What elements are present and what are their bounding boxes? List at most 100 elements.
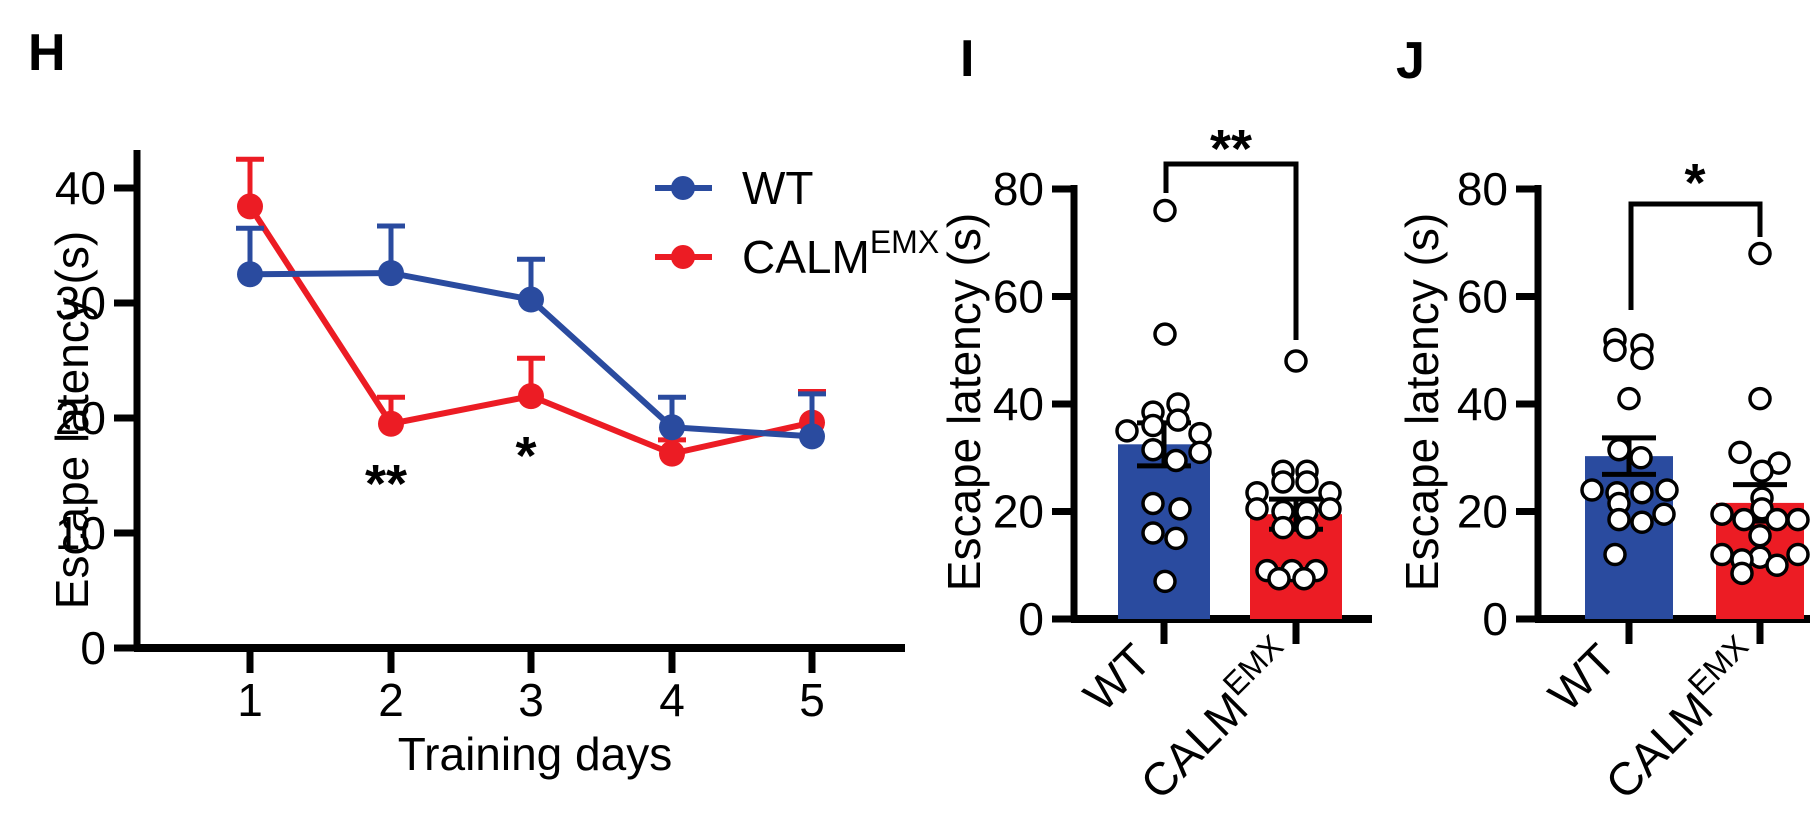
scatter-point <box>1141 413 1165 438</box>
scatter-point <box>1607 437 1631 462</box>
bar-y-tick-label: 60 <box>993 271 1044 323</box>
h-y-tick-label: 30 <box>55 277 106 329</box>
data-point-marker <box>378 410 404 437</box>
bar-x-tick-label: WT <box>1538 634 1625 721</box>
scatter-point <box>1188 440 1212 465</box>
data-point-marker <box>518 383 544 410</box>
scatter-point <box>1115 419 1139 443</box>
scatter-point <box>1617 386 1641 411</box>
bar-x-tick-label: CALMEMX <box>1590 628 1771 809</box>
data-point-marker <box>659 440 685 467</box>
legend-label: WT <box>742 162 814 214</box>
h-x-tick-label: 1 <box>237 674 263 726</box>
h-y-tick-label: 40 <box>55 162 106 214</box>
scatter-point <box>1630 346 1654 371</box>
data-point-marker <box>237 261 263 288</box>
wt-series <box>236 223 826 450</box>
bar-y-tick-label: 20 <box>993 486 1044 538</box>
panel-letter-j: J <box>1396 32 1425 90</box>
scatter-point <box>1630 510 1654 534</box>
scatter-point <box>1786 507 1810 532</box>
bar-y-tick-label: 0 <box>1482 593 1508 645</box>
bar-y-axis-label: Escape latency (s) <box>938 213 990 591</box>
bar-y-tick-label: 60 <box>1457 271 1508 323</box>
scatter-point <box>1153 322 1177 346</box>
bar-y-tick-label: 0 <box>1018 593 1044 645</box>
scatter-point <box>1652 502 1676 526</box>
scatter-point <box>1153 198 1177 223</box>
scatter-point <box>1629 446 1653 470</box>
bar-x-tick-label: CALMEMX <box>1125 628 1306 809</box>
scatter-point <box>1318 497 1342 521</box>
significance-asterisk: * <box>1684 153 1705 213</box>
scatter-point <box>1710 502 1734 526</box>
significance-asterisk: ** <box>365 454 407 514</box>
scatter-point <box>1284 349 1308 373</box>
scatter-point <box>1166 408 1190 432</box>
scatter-point <box>1168 497 1192 521</box>
scatter-point <box>1730 561 1754 586</box>
scatter-point <box>1141 491 1165 516</box>
bar-y-tick-label: 80 <box>1457 163 1508 215</box>
legend-label: CALMEMX <box>742 224 939 283</box>
scatter-point <box>1271 470 1295 494</box>
panel-letter-i: I <box>960 30 974 88</box>
scatter-point <box>1630 480 1654 505</box>
scatter-point <box>1188 421 1212 446</box>
significance-bracket <box>1628 201 1763 310</box>
data-point-marker <box>378 260 404 287</box>
bar-y-tick-label: 80 <box>993 163 1044 215</box>
scatter-point <box>1732 507 1756 532</box>
bar-y-tick-label: 40 <box>993 378 1044 430</box>
scatter-point <box>1245 497 1269 521</box>
scatter-point <box>1271 515 1295 540</box>
calm-series <box>236 156 826 467</box>
scatter-point <box>1292 566 1316 591</box>
legend-marker-dot <box>671 176 695 200</box>
panel-letter-h: H <box>28 24 66 82</box>
h-y-tick-label: 20 <box>55 392 106 444</box>
scatter-point <box>1267 566 1291 591</box>
scatter-point <box>1164 448 1188 473</box>
scatter-point <box>1295 470 1319 494</box>
bar-y-tick-label: 40 <box>1457 378 1508 430</box>
scatter-point <box>1607 507 1631 532</box>
data-point-marker <box>659 414 685 441</box>
series-line <box>247 204 813 457</box>
scatter-point <box>1786 542 1810 567</box>
scatter-point <box>1750 459 1774 483</box>
scatter-point <box>1603 542 1627 567</box>
scatter-point <box>1728 440 1752 465</box>
data-point-marker <box>518 286 544 313</box>
scatter-point <box>1295 515 1319 540</box>
scatter-point <box>1655 478 1679 502</box>
bar-x-tick-label: WT <box>1073 634 1160 721</box>
data-point-marker <box>237 193 263 220</box>
bar-y-tick-label: 20 <box>1457 486 1508 538</box>
h-y-tick-label: 0 <box>80 622 106 674</box>
scatter-point <box>1765 553 1789 577</box>
h-x-tick-label: 5 <box>799 674 825 726</box>
scatter-point <box>1603 338 1627 362</box>
scatter-point <box>1153 569 1177 594</box>
h-y-tick-label: 10 <box>55 507 106 559</box>
h-x-axis-label: Training days <box>398 728 672 780</box>
scatter-point <box>1164 526 1188 551</box>
h-x-tick-label: 2 <box>378 674 404 726</box>
significance-asterisk: * <box>515 426 536 486</box>
bar-y-axis-label: Escape latency (s) <box>1396 213 1448 591</box>
scatter-point <box>1710 542 1734 567</box>
data-point-marker <box>799 423 825 450</box>
significance-bracket <box>1163 161 1299 340</box>
scatter-point <box>1748 386 1772 411</box>
h-x-tick-label: 3 <box>518 674 544 726</box>
scatter-point <box>1141 437 1165 462</box>
scatter-point <box>1141 521 1165 545</box>
scatter-point <box>1748 241 1772 266</box>
h-x-tick-label: 4 <box>659 674 685 726</box>
scatter-point <box>1748 523 1772 548</box>
legend-marker-dot <box>671 245 695 269</box>
significance-asterisk: ** <box>1210 119 1252 179</box>
h-y-axis-label: Escape latency (s) <box>46 231 98 609</box>
